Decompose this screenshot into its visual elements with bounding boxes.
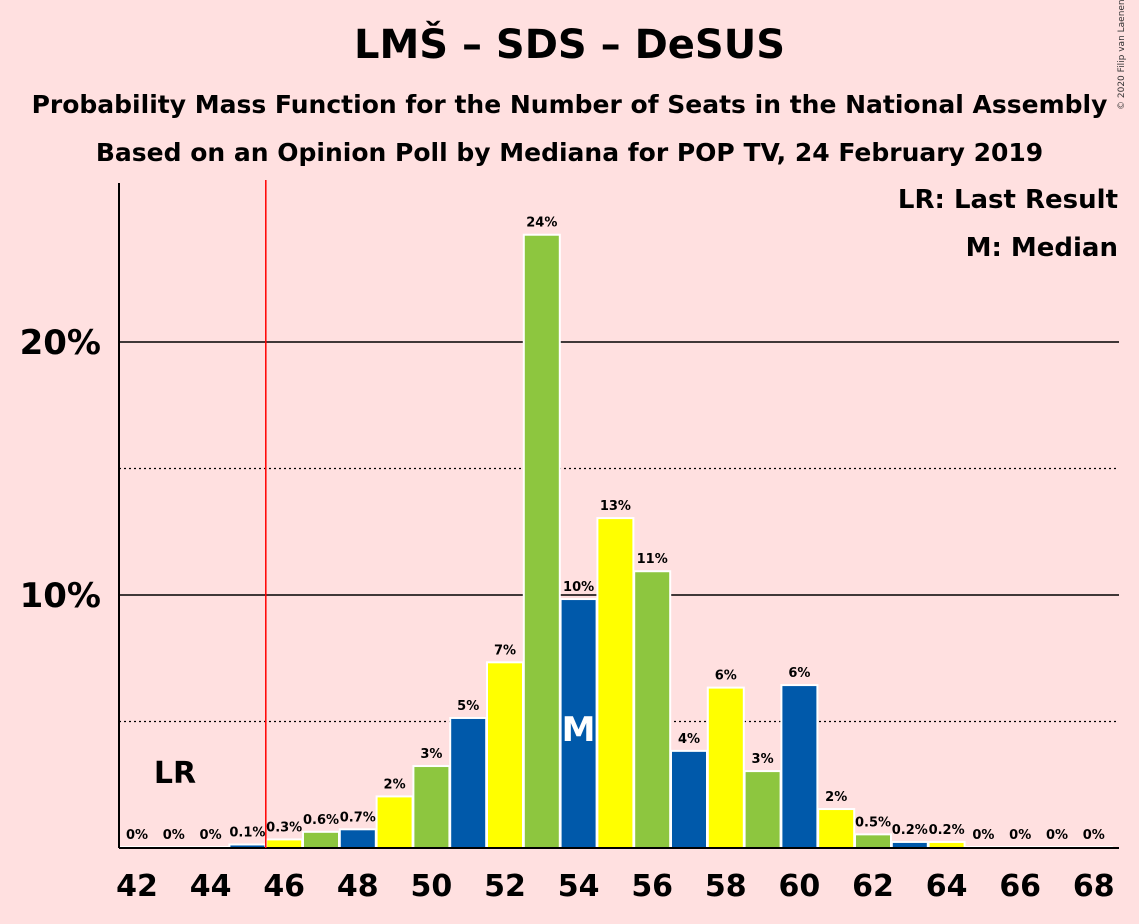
x-tick-label: 54: [558, 869, 600, 904]
x-tick-label: 42: [116, 869, 158, 904]
bar: [414, 767, 449, 848]
y-tick-label: 10%: [20, 576, 101, 616]
markers: LR M: [154, 180, 596, 848]
bar-value-label: 24%: [526, 216, 557, 231]
bar: [377, 797, 412, 848]
bar: [856, 835, 890, 848]
chart-title: LMŠ – SDS – DeSUS: [353, 22, 786, 68]
median-marker: M: [562, 710, 596, 750]
bar-value-label: 5%: [457, 699, 479, 714]
chart-subtitle-poll: Based on an Opinion Poll by Mediana for …: [95, 138, 1044, 167]
x-tick-label: 62: [852, 869, 894, 904]
bar-value-label: 0%: [1009, 828, 1031, 843]
bar-value-label: 0%: [1083, 828, 1105, 843]
bar: [267, 840, 302, 848]
bar: [230, 845, 265, 848]
bar-value-label: 6%: [788, 666, 810, 681]
bar-value-label: 4%: [678, 732, 700, 747]
last-result-label: LR: [154, 756, 196, 791]
x-tick-label: 60: [779, 869, 821, 904]
bar: [451, 718, 486, 848]
bar-value-label: 0.5%: [855, 815, 891, 830]
x-tick-label: 44: [190, 869, 232, 904]
bar: [929, 842, 964, 848]
x-tick-label: 48: [337, 869, 379, 904]
legend-median: M: Median: [965, 233, 1118, 263]
bar-value-label: 6%: [715, 669, 737, 684]
bar-value-label: 0%: [972, 828, 994, 843]
bar: [598, 519, 633, 848]
bar-value-label: 0%: [126, 828, 148, 843]
bar: [782, 686, 817, 848]
bar: [672, 751, 706, 848]
bar: [708, 688, 743, 848]
x-tick-label: 52: [484, 869, 526, 904]
bar-value-label: 0%: [1046, 828, 1068, 843]
legend-last-result: LR: Last Result: [897, 185, 1118, 215]
x-tick-label: 46: [263, 869, 305, 904]
bar: [340, 830, 375, 848]
bar: [892, 842, 927, 848]
y-tick-label: 20%: [20, 323, 101, 363]
bar-labels: 0% 0% 0% 0.1% 0.3%0.6% 0.7% 2% 3% 5% 7% 24% 10% 13% 1…: [126, 216, 1105, 843]
bar-value-label: 0%: [200, 828, 222, 843]
bar-value-label: 2%: [384, 777, 406, 792]
bar: [819, 810, 854, 848]
bar: [524, 235, 559, 849]
x-tick-label: 56: [631, 869, 673, 904]
bar-value-label: 13%: [600, 499, 631, 514]
bar-value-label: 3%: [752, 752, 774, 767]
x-tick-label: 50: [411, 869, 453, 904]
bar-value-label: 0.7%: [340, 810, 376, 825]
bar-value-label: 7%: [494, 643, 516, 658]
bar-value-label: 0.2%: [892, 823, 928, 838]
x-tick-label: 58: [705, 869, 747, 904]
bar: [635, 572, 670, 848]
bar-value-label: 11%: [637, 552, 668, 567]
bar: [561, 600, 596, 848]
bar-value-label: 10%: [563, 580, 594, 595]
x-tick-label: 64: [926, 869, 968, 904]
x-tick-label: 66: [999, 869, 1041, 904]
bar-value-label: 3%: [420, 747, 442, 762]
bar: [304, 832, 338, 848]
bar: [745, 772, 780, 848]
x-tick-label: 68: [1073, 869, 1115, 904]
bar-value-label: 0.6%: [303, 813, 339, 828]
bar-value-label: 0.2%: [929, 823, 965, 838]
bar: [488, 663, 522, 848]
bar-value-label: 0.3%: [266, 820, 302, 835]
bars: [118, 233, 1113, 849]
chart-subtitle: Probability Mass Function for the Number…: [31, 90, 1108, 119]
bar-value-label: 2%: [825, 790, 847, 805]
bar-value-label: 0%: [163, 828, 185, 843]
bar-value-label: 0.1%: [229, 825, 265, 840]
axes: 10% 20% 42 44 46 48 50 52 54 56 58 60 62 64 66 68: [20, 183, 1119, 904]
